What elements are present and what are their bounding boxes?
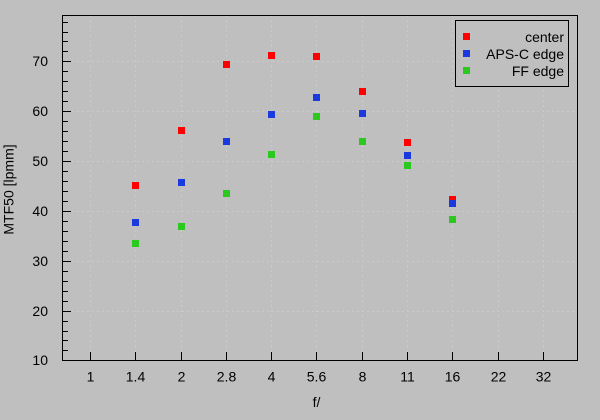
svg-text:FF edge: FF edge xyxy=(512,63,564,79)
svg-text:center: center xyxy=(525,29,564,45)
svg-text:50: 50 xyxy=(32,153,48,169)
svg-text:20: 20 xyxy=(32,303,48,319)
svg-text:60: 60 xyxy=(32,103,48,119)
svg-text:16: 16 xyxy=(445,369,461,385)
svg-text:11: 11 xyxy=(400,369,415,385)
svg-text:30: 30 xyxy=(32,253,48,269)
svg-text:70: 70 xyxy=(32,53,48,69)
svg-text:5.6: 5.6 xyxy=(307,369,327,385)
svg-text:f/: f/ xyxy=(313,394,321,410)
svg-text:MTF50 [lpmm]: MTF50 [lpmm] xyxy=(1,144,17,234)
svg-text:8: 8 xyxy=(359,369,367,385)
svg-text:APS-C edge: APS-C edge xyxy=(486,46,564,62)
svg-text:1.4: 1.4 xyxy=(126,369,146,385)
svg-text:1: 1 xyxy=(87,369,95,385)
svg-text:40: 40 xyxy=(32,203,48,219)
svg-text:2.8: 2.8 xyxy=(217,369,237,385)
svg-text:4: 4 xyxy=(268,369,276,385)
svg-text:22: 22 xyxy=(491,369,507,385)
svg-text:10: 10 xyxy=(32,352,48,368)
svg-text:2: 2 xyxy=(178,369,186,385)
svg-text:32: 32 xyxy=(536,369,552,385)
